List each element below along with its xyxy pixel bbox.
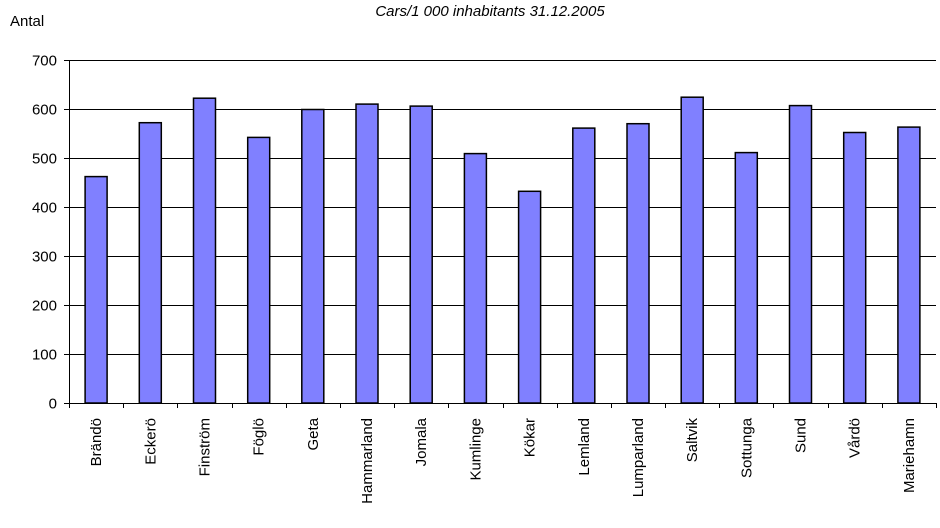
bar-kökar: [517, 190, 542, 404]
x-category-label: Hammarland: [359, 418, 376, 504]
bar-mariehamn: [897, 126, 921, 404]
x-category-label: Sund: [793, 418, 810, 453]
x-category-label: Kökar: [522, 418, 539, 457]
y-tick-label: 500: [32, 151, 57, 168]
bar-jomala: [409, 105, 433, 404]
bar-kumlinge: [463, 152, 488, 404]
x-category-label: Eckerö: [142, 418, 159, 465]
bar-sottunga: [734, 151, 759, 404]
x-category-label: Lumparland: [630, 418, 647, 497]
x-category-label: Vårdö: [847, 418, 864, 458]
bar-geta: [301, 108, 325, 404]
chart-title: Cars/1 000 inhabitants 31.12.2005: [375, 3, 605, 20]
bar-lemland: [572, 127, 596, 404]
bar-vårdö: [842, 131, 867, 404]
bar-saltvik: [680, 96, 704, 404]
x-category-label: Geta: [305, 417, 322, 450]
x-category-label: Föglö: [251, 418, 268, 456]
bars: [84, 96, 921, 404]
x-category-label: Saltvik: [684, 418, 701, 463]
y-axis-label: Antal: [10, 13, 44, 30]
bar-lumparland: [626, 122, 650, 404]
bar-föglö: [246, 136, 271, 404]
y-tick-labels: 0 100 200 300 400 500 600 700: [32, 53, 57, 413]
y-tick-label: 200: [32, 298, 57, 315]
y-tick-label: 100: [32, 347, 57, 364]
bar-finström: [192, 97, 217, 404]
y-tick-label: 0: [49, 396, 57, 413]
x-category-labels: Brändö Eckerö Finström Föglö Geta Hammarland J…: [88, 417, 918, 504]
bar-hammarland: [355, 103, 379, 404]
x-category-label: Jomala: [413, 417, 430, 466]
x-category-label: Finström: [197, 418, 214, 476]
y-tick-label: 700: [32, 53, 57, 70]
x-category-label: Sottunga: [738, 417, 755, 478]
bar-brändö: [84, 175, 108, 404]
axes: [64, 60, 937, 408]
bar-eckerö: [138, 121, 163, 404]
y-tick-label: 600: [32, 102, 57, 119]
y-tick-label: 400: [32, 200, 57, 217]
x-category-label: Lemland: [576, 418, 593, 476]
bar-sund: [788, 104, 813, 404]
x-category-label: Kumlinge: [467, 418, 484, 481]
x-category-label: Mariehamn: [901, 418, 918, 493]
y-tick-label: 300: [32, 249, 57, 266]
x-category-label: Brändö: [88, 418, 105, 466]
